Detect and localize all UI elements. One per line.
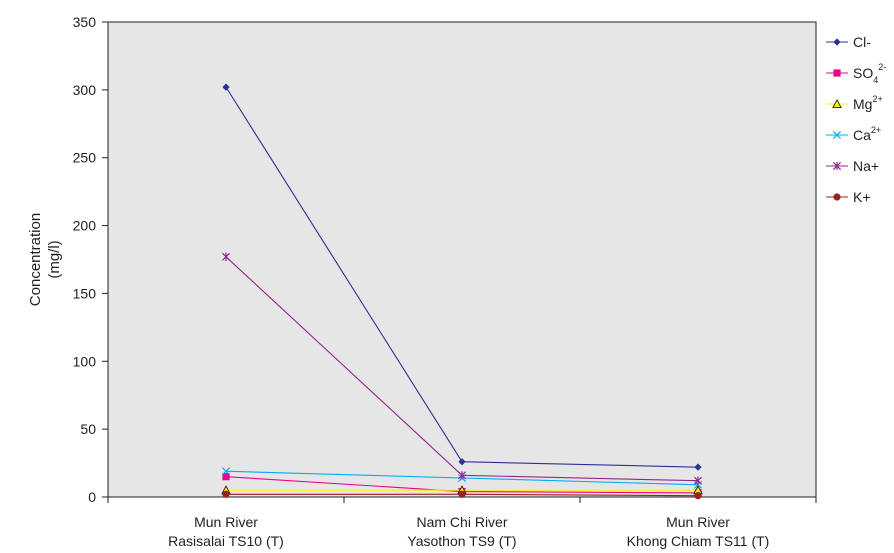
x-axis: Mun River Rasisalai TS10 (T) Nam Chi River… — [107, 496, 817, 549]
y-tick-label: 100 — [73, 353, 97, 369]
legend-marker — [833, 69, 841, 77]
y-tick-label: 350 — [73, 14, 97, 30]
y-axis: 0 50 100 150 200 250 300 350 — [73, 14, 109, 505]
series-layer — [221, 83, 703, 500]
legend-label: Mg2+ — [853, 94, 883, 112]
legend-label: Ca2+ — [853, 125, 881, 143]
legend-label: SO42- — [853, 62, 886, 85]
data-point — [222, 83, 230, 91]
x-category-label: Yasothon TS9 (T) — [407, 533, 516, 549]
plot-area — [107, 21, 817, 498]
data-point — [458, 458, 466, 466]
data-point — [694, 463, 702, 471]
x-category-label: Khong Chiam TS11 (T) — [627, 533, 770, 549]
y-tick-label: 300 — [73, 82, 97, 98]
data-point — [221, 252, 231, 261]
legend-label: Cl- — [853, 34, 871, 50]
series-K+ — [222, 490, 702, 500]
data-point — [222, 473, 230, 481]
legend-label: K+ — [853, 189, 871, 205]
legend-item: K+ — [826, 189, 871, 205]
legend: Cl- SO42- Mg2+ Ca2+ Na+ K+ — [826, 34, 886, 205]
data-point — [222, 490, 230, 498]
data-point — [458, 490, 466, 498]
series-Cl- — [222, 83, 702, 471]
legend-item: SO42- — [826, 62, 886, 85]
y-tick-label: 150 — [73, 285, 97, 301]
legend-marker — [833, 193, 841, 201]
x-category-label: Mun River — [666, 514, 730, 530]
data-point — [693, 476, 703, 485]
x-category-label: Rasisalai TS10 (T) — [168, 533, 284, 549]
series-Na+ — [221, 252, 703, 485]
legend-label: Na+ — [853, 158, 879, 174]
y-tick-label: 200 — [73, 218, 97, 234]
legend-marker — [832, 98, 842, 109]
legend-item: Cl- — [826, 34, 871, 50]
legend-marker — [832, 130, 842, 140]
legend-marker — [833, 38, 841, 46]
y-tick-label: 50 — [80, 421, 96, 437]
data-point — [694, 492, 702, 500]
legend-marker — [832, 161, 842, 171]
y-axis-title: Concentration (mg/l) — [27, 213, 63, 306]
data-point — [457, 471, 467, 480]
legend-item: Na+ — [826, 158, 879, 174]
y-tick-label: 0 — [88, 489, 96, 505]
legend-item: Ca2+ — [826, 125, 881, 143]
legend-item: Mg2+ — [826, 94, 883, 112]
data-point — [221, 467, 231, 476]
x-category-label: Nam Chi River — [416, 514, 507, 530]
y-tick-label: 250 — [73, 150, 97, 166]
x-category-label: Mun River — [194, 514, 258, 530]
